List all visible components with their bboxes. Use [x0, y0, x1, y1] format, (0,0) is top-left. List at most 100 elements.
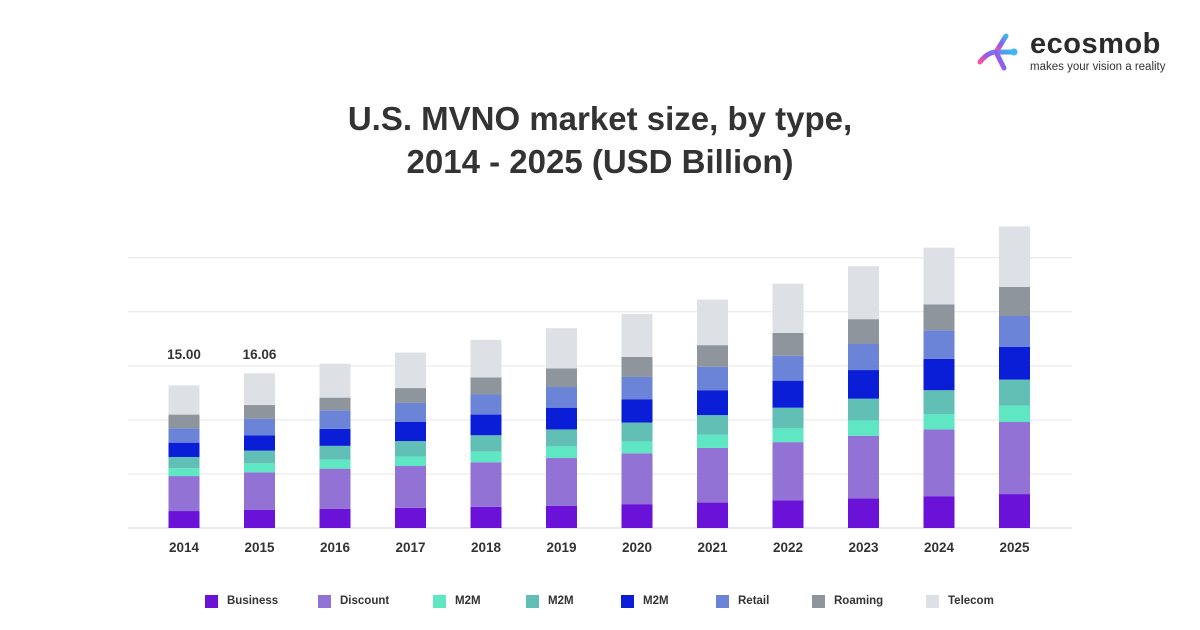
bar-segment-2022-discount-1	[772, 442, 804, 501]
bar-segment-2021-retail-5	[697, 366, 728, 391]
bar-segment-2020-roaming-6	[621, 356, 653, 377]
bar-segment-2018-retail-5	[470, 394, 502, 415]
legend-label: Retail	[738, 595, 770, 607]
bar-segment-2024-business-0	[923, 496, 955, 528]
bar-segment-2015-telecom-7	[244, 373, 275, 406]
bar-segment-2017-m2m-2	[395, 456, 426, 466]
bar-segment-2024-discount-1	[923, 429, 955, 497]
bar-segment-2025-roaming-6	[999, 286, 1030, 316]
legend-swatch	[318, 594, 331, 608]
bar-segment-2014-discount-1	[168, 476, 200, 512]
bar-segment-2025-telecom-7	[999, 226, 1030, 287]
bar-segment-2025-business-0	[999, 494, 1030, 528]
legend-item-retail-5: Retail	[716, 591, 769, 611]
bar-segment-2024-m2m-2	[923, 414, 955, 430]
bar-segment-2015-m2m-2	[244, 463, 275, 473]
bar-segment-2014-m2m-2	[168, 468, 200, 477]
x-tick-label-2020: 2020	[622, 540, 652, 555]
x-tick-label-2025: 2025	[999, 540, 1030, 555]
chart-title-line-1: U.S. MVNO market size, by type,	[347, 100, 853, 137]
x-tick-label-2014: 2014	[169, 540, 200, 555]
legend-label: M2M	[455, 595, 481, 607]
bar-segment-2021-m2m-2	[697, 434, 728, 448]
bar-segment-2019-m2m-3	[546, 429, 577, 447]
bar-segment-2021-discount-1	[697, 447, 728, 503]
legend-item-discount-1: Discount	[318, 591, 389, 611]
bar-segment-2020-telecom-7	[621, 313, 653, 357]
bar-segment-2023-business-0	[848, 498, 879, 528]
bar-segment-2014-m2m-3	[168, 456, 200, 469]
bar-segment-2015-roaming-6	[244, 405, 275, 419]
legend-label: Roaming	[834, 595, 884, 607]
legend-item-m2m-4: M2M	[621, 591, 669, 611]
bar-segment-2014-m2m-4	[168, 442, 200, 457]
bar-segment-2019-roaming-6	[546, 368, 577, 388]
bar-segment-2023-m2m-2	[848, 420, 879, 436]
bar-segment-2018-roaming-6	[470, 377, 502, 395]
x-tick-label-2015: 2015	[244, 540, 275, 555]
brand-tagline: makes your vision a reality	[1030, 61, 1166, 73]
x-tick-label-2016: 2016	[320, 540, 351, 555]
legend-swatch	[926, 594, 939, 608]
bar-segment-2023-retail-5	[848, 343, 879, 371]
bar-segment-2016-retail-5	[319, 410, 351, 429]
legend-swatch	[716, 594, 729, 608]
bar-segment-2015-retail-5	[244, 418, 275, 436]
chart-title-line-2: 2014 - 2025 (USD Billion)	[406, 143, 794, 180]
bar-segment-2016-roaming-6	[319, 397, 351, 411]
bar-segment-2017-discount-1	[395, 465, 426, 508]
bar-segment-2016-m2m-3	[319, 445, 351, 460]
bar-segment-2017-retail-5	[395, 402, 426, 422]
bar-segment-2022-m2m-2	[772, 428, 804, 443]
legend-label: Business	[227, 595, 279, 607]
bar-segment-2016-m2m-2	[319, 459, 351, 469]
legend-item-m2m-3: M2M	[526, 591, 574, 611]
legend-label: M2M	[548, 595, 574, 607]
bar-segment-2024-telecom-7	[923, 247, 955, 305]
legend-swatch	[526, 594, 539, 608]
bar-segment-2019-business-0	[546, 505, 577, 528]
bar-segment-2020-discount-1	[621, 453, 653, 505]
bar-segment-2025-m2m-4	[999, 346, 1030, 380]
bar-segment-2017-business-0	[395, 507, 426, 528]
bar-segment-2017-m2m-3	[395, 441, 426, 457]
bar-segment-2022-m2m-3	[772, 407, 804, 429]
bar-segment-2017-telecom-7	[395, 352, 426, 389]
bar-segment-2016-m2m-4	[319, 428, 351, 446]
bar-segment-2019-m2m-2	[546, 446, 577, 459]
bar-segment-2018-discount-1	[470, 462, 502, 507]
bar-segment-2023-roaming-6	[848, 319, 879, 344]
chart-legend: Business Discount M2M M2M M2M Retail Roaming Te…	[0, 591, 1200, 611]
bar-segment-2015-m2m-4	[244, 435, 275, 451]
bar-segment-2018-m2m-4	[470, 414, 502, 436]
bar-segment-2023-m2m-4	[848, 370, 879, 399]
bar-segment-2014-roaming-6	[168, 414, 200, 429]
legend-swatch	[812, 594, 825, 608]
bar-segment-2019-discount-1	[546, 458, 577, 506]
bar-segment-2016-business-0	[319, 508, 351, 528]
legend-label: Telecom	[948, 595, 994, 607]
bar-segment-2016-telecom-7	[319, 363, 351, 398]
bar-segment-2018-telecom-7	[470, 339, 502, 378]
ecosmob-logo-icon	[977, 33, 1018, 71]
brand-logo[interactable]: ecosmob makes your vision a reality	[972, 28, 1182, 78]
data-label-2014: 15.00	[167, 347, 201, 362]
bar-segment-2022-retail-5	[772, 355, 804, 381]
bar-segment-2017-m2m-4	[395, 422, 426, 442]
bar-segment-2014-retail-5	[168, 428, 200, 443]
bar-segment-2021-telecom-7	[697, 299, 728, 346]
bar-segment-2025-retail-5	[999, 316, 1030, 347]
bar-segment-2018-business-0	[470, 506, 502, 528]
bar-segment-2016-discount-1	[319, 468, 351, 509]
legend-item-business-0: Business	[205, 591, 278, 611]
bar-segment-2021-m2m-3	[697, 415, 728, 435]
bar-segment-2014-telecom-7	[168, 385, 200, 415]
bar-segment-2024-retail-5	[923, 330, 955, 359]
x-tick-label-2023: 2023	[848, 540, 879, 555]
bar-segment-2021-business-0	[697, 502, 728, 528]
x-tick-label-2021: 2021	[697, 540, 728, 555]
legend-item-roaming-6: Roaming	[812, 591, 883, 611]
bar-segment-2020-business-0	[621, 504, 653, 528]
x-tick-label-2018: 2018	[471, 540, 502, 555]
bar-segment-2020-m2m-4	[621, 399, 653, 423]
